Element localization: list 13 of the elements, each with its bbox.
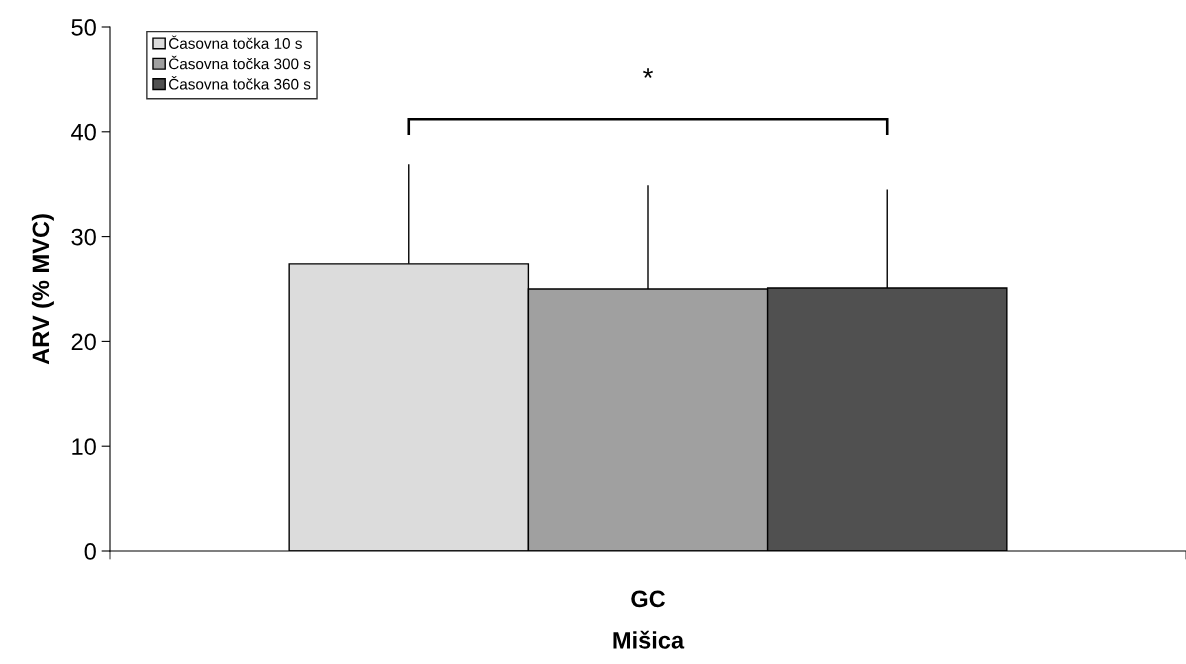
y-tick-label: 50	[71, 19, 96, 36]
y-tick-label: 0	[84, 543, 96, 560]
legend-label: Časovna točka 300 s	[169, 55, 311, 70]
y-tick-label: 20	[71, 333, 96, 351]
x-tick-label: GC	[631, 590, 666, 608]
y-tick-label: 40	[71, 123, 96, 141]
legend-label: Časovna točka 10 s	[169, 35, 302, 49]
y-tick-label: 10	[72, 438, 96, 455]
legend-label: Časovna točka 360 s	[169, 76, 311, 90]
annotation: *	[643, 68, 653, 78]
y-axis-title: ARV (% MVC)	[31, 214, 54, 365]
x-axis-title: Mišica	[613, 630, 685, 649]
y-tick-label: 30	[71, 228, 96, 246]
